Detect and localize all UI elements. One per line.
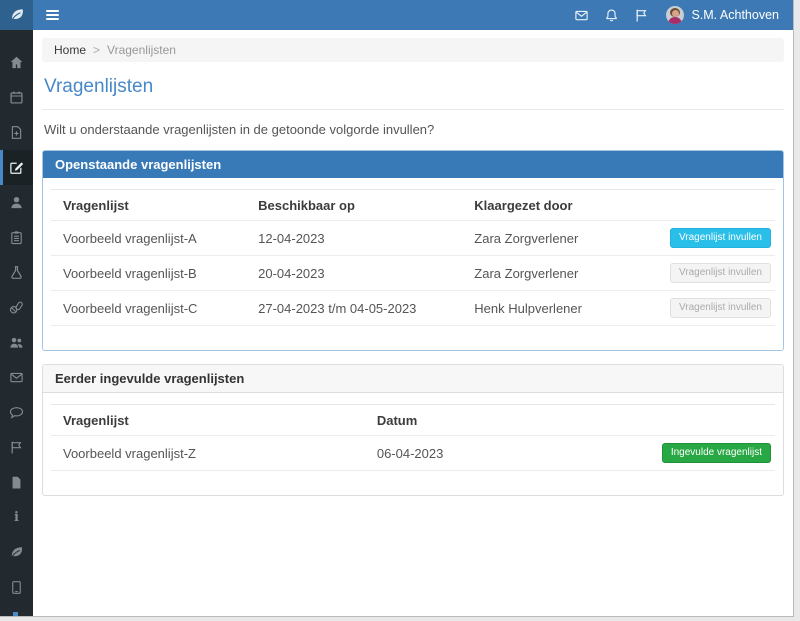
breadcrumb: Home > Vragenlijsten [42, 38, 784, 62]
questionnaire-name: Voorbeeld vragenlijst-A [51, 220, 247, 256]
home-icon [10, 56, 23, 69]
sidebar-item-file-plus[interactable] [0, 115, 33, 150]
questionnaire-name: Voorbeeld vragenlijst-C [51, 290, 247, 326]
edit-icon [10, 162, 24, 174]
sidebar-item-clipboard[interactable] [0, 220, 33, 255]
open-panel-title: Openstaande vragenlijsten [43, 151, 783, 178]
prepared-by: Zara Zorgverlener [462, 220, 658, 256]
notifications-menu-button[interactable] [596, 0, 626, 30]
intro-text: Wilt u onderstaande vragenlijsten in de … [44, 122, 435, 137]
sidebar-item-info[interactable]: i [0, 500, 33, 535]
leaf-logo-icon [10, 9, 23, 22]
open-panel-body: Vragenlijst Beschikbaar op Klaargezet do… [43, 178, 783, 350]
sidebar-item-flask[interactable] [0, 255, 33, 290]
envelope-icon [10, 372, 23, 383]
sidebar-nav: i [0, 30, 33, 616]
sidebar-toggle-button[interactable] [33, 0, 71, 30]
sidebar-item-questionnaires[interactable] [0, 150, 33, 185]
sidebar-item-calendar[interactable] [0, 80, 33, 115]
sidebar-item-home[interactable] [0, 45, 33, 80]
fill-questionnaire-button[interactable]: Vragenlijst invullen [669, 228, 771, 248]
chat-bubble-icon [9, 407, 24, 419]
title-divider [42, 109, 784, 110]
file-plus-icon [11, 126, 22, 139]
column-header-klaargezet-door: Klaargezet door [474, 198, 573, 213]
prepared-by: Henk Hulpverlener [462, 290, 658, 326]
open-questionnaires-panel: Openstaande vragenlijsten Vragenlijst Be… [42, 150, 784, 351]
user-menu[interactable]: S.M. Achthoven [656, 0, 793, 30]
table-row: Voorbeeld vragenlijst-C 27-04-2023 t/m 0… [51, 290, 775, 326]
user-icon [11, 196, 22, 209]
sidebar-item-chat[interactable] [0, 395, 33, 430]
sidebar-item-leaf[interactable] [0, 535, 33, 570]
top-bar: S.M. Achthoven [0, 0, 793, 30]
leaf-icon [10, 547, 23, 559]
column-header-actions [650, 405, 775, 436]
table-row: Voorbeeld vragenlijst-Z 06-04-2023 Ingev… [51, 435, 775, 471]
users-icon [10, 337, 23, 348]
column-header-vragenlijst: Vragenlijst [63, 198, 129, 213]
flask-icon [11, 266, 22, 279]
completed-questionnaires-panel: Eerder ingevulde vragenlijsten Vragenlij… [42, 364, 784, 496]
sidebar-item-messages[interactable] [0, 360, 33, 395]
available-on-date: 27-04-2023 t/m 04-05-2023 [246, 290, 463, 326]
column-header-beschikbaar-op: Beschikbaar op [258, 198, 355, 213]
column-header-datum: Datum [376, 413, 418, 428]
table-row: Voorbeeld vragenlijst-A 12-04-2023 Zara … [51, 220, 775, 256]
open-questionnaires-table: Vragenlijst Beschikbaar op Klaargezet do… [51, 189, 775, 326]
calendar-icon [10, 91, 23, 104]
pills-icon [9, 301, 23, 314]
avatar [666, 6, 685, 24]
navbar-right-group: S.M. Achthoven [566, 0, 793, 30]
sidebar-item-pills[interactable] [0, 290, 33, 325]
sidebar-item-flags[interactable] [0, 430, 33, 465]
available-on-date: 20-04-2023 [246, 255, 463, 291]
sidebar-bottom-indicator [13, 612, 18, 616]
top-navbar: S.M. Achthoven [33, 0, 793, 30]
user-name: S.M. Achthoven [691, 8, 779, 22]
content-area: Home > Vragenlijsten Vragenlijsten Wilt … [33, 30, 793, 616]
completed-panel-title: Eerder ingevulde vragenlijsten [43, 365, 783, 393]
sidebar-item-user[interactable] [0, 185, 33, 220]
tablet-icon [12, 581, 21, 594]
breadcrumb-separator: > [93, 43, 101, 57]
flag-icon [11, 441, 22, 454]
sidebar-item-tablet[interactable] [0, 570, 33, 605]
breadcrumb-current: Vragenlijsten [107, 43, 176, 57]
prepared-by: Zara Zorgverlener [462, 255, 658, 291]
file-icon [12, 476, 21, 489]
completed-date: 06-04-2023 [364, 435, 650, 471]
messages-menu-button[interactable] [566, 0, 596, 30]
completed-questionnaires-table: Vragenlijst Datum Voorbeeld vragenlijst-… [51, 404, 775, 471]
fill-questionnaire-button-disabled: Vragenlijst invullen [669, 263, 771, 283]
view-completed-questionnaire-button[interactable]: Ingevulde vragenlijst [661, 443, 771, 463]
flags-menu-button[interactable] [626, 0, 656, 30]
envelope-icon [575, 10, 588, 20]
fill-questionnaire-button-disabled: Vragenlijst invullen [669, 298, 771, 318]
column-header-vragenlijst: Vragenlijst [63, 413, 129, 428]
completed-panel-body: Vragenlijst Datum Voorbeeld vragenlijst-… [43, 393, 783, 495]
available-on-date: 12-04-2023 [246, 220, 463, 256]
info-icon: i [14, 510, 19, 525]
sidebar-item-documents[interactable] [0, 465, 33, 500]
clipboard-icon [11, 231, 22, 245]
app-logo[interactable] [0, 0, 33, 30]
flag-icon [636, 9, 647, 21]
questionnaire-name: Voorbeeld vragenlijst-Z [51, 435, 365, 471]
breadcrumb-home-link[interactable]: Home [54, 43, 87, 57]
page-title: Vragenlijsten [44, 76, 154, 97]
bell-icon [606, 8, 617, 21]
questionnaire-name: Voorbeeld vragenlijst-B [51, 255, 247, 291]
table-row: Voorbeeld vragenlijst-B 20-04-2023 Zara … [51, 255, 775, 291]
column-header-actions [658, 190, 775, 221]
sidebar-item-users[interactable] [0, 325, 33, 360]
